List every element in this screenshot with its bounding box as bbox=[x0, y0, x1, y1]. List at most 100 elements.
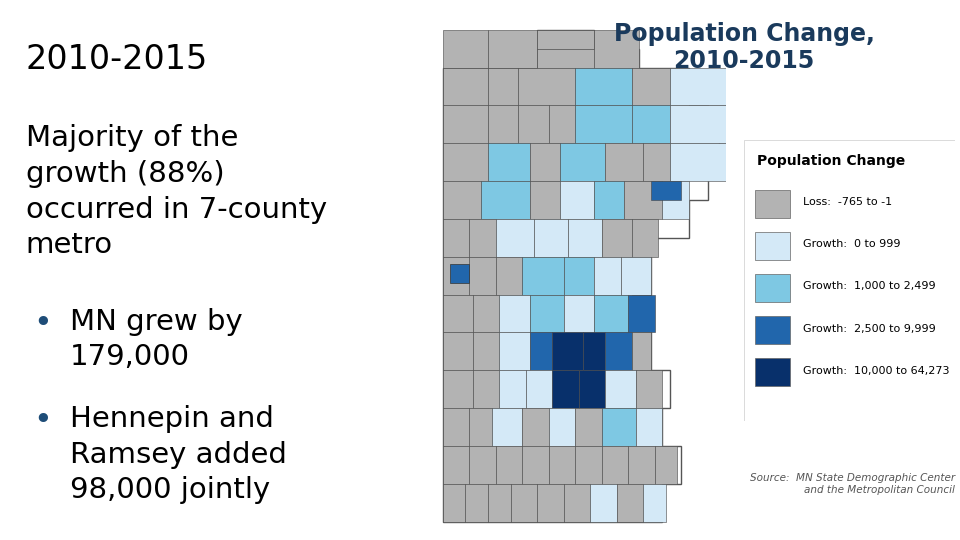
Bar bbox=[594, 30, 639, 68]
Bar bbox=[488, 68, 518, 105]
Bar bbox=[443, 105, 488, 143]
Bar bbox=[443, 256, 469, 295]
Bar bbox=[499, 370, 526, 408]
Bar bbox=[643, 484, 666, 522]
Bar bbox=[632, 105, 670, 143]
Bar bbox=[450, 264, 469, 284]
Bar bbox=[755, 274, 790, 302]
Bar bbox=[628, 295, 655, 333]
Text: Growth:  2,500 to 9,999: Growth: 2,500 to 9,999 bbox=[804, 323, 936, 334]
Bar bbox=[632, 333, 651, 370]
Bar bbox=[443, 333, 473, 370]
Bar bbox=[530, 143, 560, 181]
Bar bbox=[620, 256, 651, 295]
Bar bbox=[466, 484, 488, 522]
Bar bbox=[606, 333, 632, 370]
Bar bbox=[534, 219, 567, 256]
Bar bbox=[575, 105, 632, 143]
Bar bbox=[655, 446, 678, 484]
Bar bbox=[602, 408, 636, 446]
Bar bbox=[548, 105, 575, 143]
Bar bbox=[492, 408, 522, 446]
Bar bbox=[670, 105, 727, 143]
Bar bbox=[522, 446, 548, 484]
Bar bbox=[552, 333, 583, 370]
Bar bbox=[560, 143, 606, 181]
Bar bbox=[469, 219, 495, 256]
Bar bbox=[473, 333, 499, 370]
Bar bbox=[755, 358, 790, 386]
Bar bbox=[624, 181, 662, 219]
Bar bbox=[443, 446, 469, 484]
Bar bbox=[575, 446, 602, 484]
Bar bbox=[552, 370, 579, 408]
Bar bbox=[564, 295, 594, 333]
Bar bbox=[522, 256, 564, 295]
Bar bbox=[473, 295, 499, 333]
Bar bbox=[628, 446, 655, 484]
Bar bbox=[469, 256, 495, 295]
Bar bbox=[499, 333, 530, 370]
Bar bbox=[530, 333, 552, 370]
Bar bbox=[755, 232, 790, 260]
Bar bbox=[575, 68, 632, 105]
Bar bbox=[548, 408, 575, 446]
Bar bbox=[643, 143, 670, 181]
Text: •: • bbox=[34, 308, 52, 339]
Bar bbox=[636, 408, 662, 446]
Bar bbox=[469, 408, 492, 446]
Bar bbox=[602, 219, 632, 256]
Bar bbox=[755, 316, 790, 344]
Bar bbox=[632, 219, 659, 256]
Bar bbox=[755, 190, 790, 218]
Bar bbox=[567, 219, 602, 256]
Bar bbox=[443, 370, 473, 408]
Bar bbox=[488, 143, 530, 181]
Text: Loss:  -765 to -1: Loss: -765 to -1 bbox=[804, 197, 892, 207]
Bar bbox=[518, 68, 575, 105]
Text: Growth:  1,000 to 2,499: Growth: 1,000 to 2,499 bbox=[804, 281, 936, 292]
Bar bbox=[606, 370, 636, 408]
Bar bbox=[564, 484, 590, 522]
Text: MN grew by
179,000: MN grew by 179,000 bbox=[70, 308, 243, 372]
Bar bbox=[564, 256, 594, 295]
Bar bbox=[488, 105, 518, 143]
Bar bbox=[583, 333, 606, 370]
Bar bbox=[632, 68, 670, 105]
Bar bbox=[538, 30, 594, 49]
Bar bbox=[499, 295, 530, 333]
Bar bbox=[616, 484, 643, 522]
Bar bbox=[495, 446, 522, 484]
Bar bbox=[670, 68, 727, 105]
Bar bbox=[538, 484, 564, 522]
Bar bbox=[548, 446, 575, 484]
Bar bbox=[530, 181, 560, 219]
Bar bbox=[495, 256, 522, 295]
Bar bbox=[560, 181, 594, 219]
Text: Growth:  10,000 to 64,273: Growth: 10,000 to 64,273 bbox=[804, 366, 949, 376]
Bar bbox=[518, 105, 548, 143]
Bar bbox=[511, 484, 538, 522]
Bar bbox=[443, 30, 488, 68]
Bar bbox=[590, 484, 616, 522]
Bar bbox=[662, 181, 688, 219]
Text: 2010-2015: 2010-2015 bbox=[26, 43, 208, 76]
Bar bbox=[575, 408, 602, 446]
Text: Source:  MN State Demographic Center
and the Metropolitan Council: Source: MN State Demographic Center and … bbox=[750, 473, 955, 495]
Bar bbox=[594, 295, 628, 333]
Bar bbox=[526, 370, 552, 408]
Bar bbox=[469, 446, 495, 484]
Bar bbox=[522, 408, 548, 446]
Bar bbox=[488, 484, 511, 522]
Bar bbox=[443, 68, 488, 105]
Bar bbox=[443, 295, 473, 333]
Bar bbox=[594, 181, 624, 219]
Bar bbox=[636, 370, 662, 408]
Bar bbox=[473, 370, 499, 408]
Bar bbox=[481, 181, 530, 219]
Bar bbox=[538, 49, 594, 68]
Bar bbox=[670, 143, 727, 181]
Bar bbox=[443, 484, 466, 522]
Bar bbox=[443, 181, 481, 219]
Bar bbox=[488, 30, 538, 68]
